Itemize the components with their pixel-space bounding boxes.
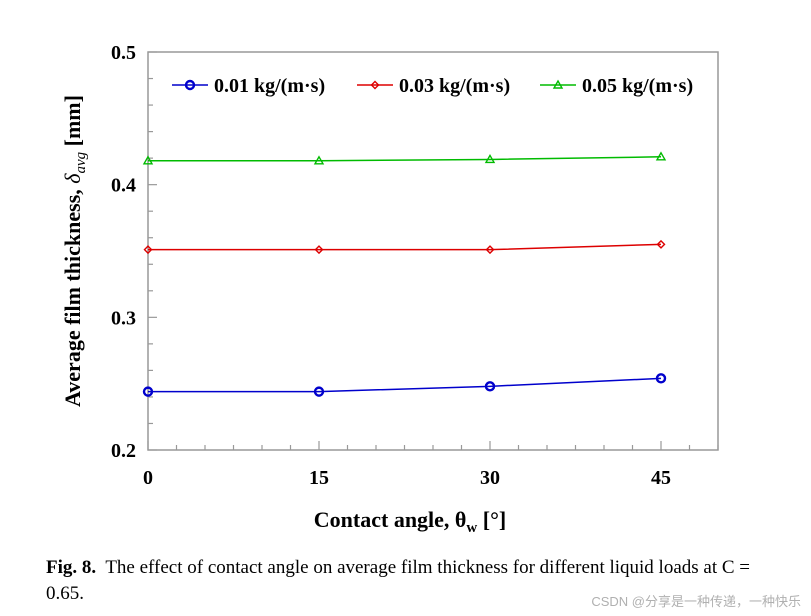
watermark: CSDN @分享是一种传递，一种快乐 [591, 594, 801, 609]
legend-label: 0.03 kg/(m·s) [399, 75, 510, 97]
series-line [148, 156, 662, 162]
data-point-triangle [142, 155, 154, 165]
caption-text: The effect of contact angle on average f… [46, 557, 751, 604]
plot-area-frame [147, 51, 719, 451]
series-line [148, 243, 662, 251]
data-point-circle [313, 386, 325, 397]
legend: 0.01 kg/(m·s) 0.03 kg/(m·s) 0.05 kg/(m·s) [172, 75, 693, 97]
x-axis-label: Contact angle, θw [°] [314, 507, 506, 536]
x-tick-label: 15 [309, 467, 329, 489]
legend-label: 0.01 kg/(m·s) [214, 75, 325, 97]
y-tick-label: 0.5 [111, 42, 136, 64]
data-point-triangle [655, 151, 667, 161]
data-point-circle [655, 373, 667, 384]
x-tick-label: 0 [143, 467, 153, 489]
legend-label: 0.05 kg/(m·s) [582, 75, 693, 97]
data-point-triangle [313, 155, 325, 165]
x-tick-label: 45 [651, 467, 671, 489]
y-axis-label: Average film thickness, δavg [mm] [60, 95, 89, 407]
data-point-diamond [370, 80, 380, 90]
y-tick-label: 0.4 [111, 175, 136, 197]
chart: 0.2 0.3 0.4 0.5 0 15 30 45 0.01 kg/(m·s) 0.03 kg… [60, 42, 719, 536]
caption-label: Fig. 8. [46, 557, 97, 578]
figure-caption: Fig. 8. The effect of contact angle on a… [46, 555, 766, 607]
series-line [148, 377, 662, 393]
data-point-diamond [314, 245, 324, 255]
data-point-triangle [484, 154, 496, 164]
y-tick-label: 0.3 [111, 307, 136, 329]
data-point-diamond [485, 245, 495, 255]
data-point-diamond [656, 239, 666, 249]
x-tick-label: 30 [480, 467, 500, 489]
data-point-circle [142, 386, 154, 397]
data-point-circle [484, 381, 496, 392]
data-point-triangle [552, 79, 564, 89]
data-point-circle [184, 79, 196, 91]
data-point-diamond [143, 245, 153, 255]
y-tick-label: 0.2 [111, 440, 136, 462]
